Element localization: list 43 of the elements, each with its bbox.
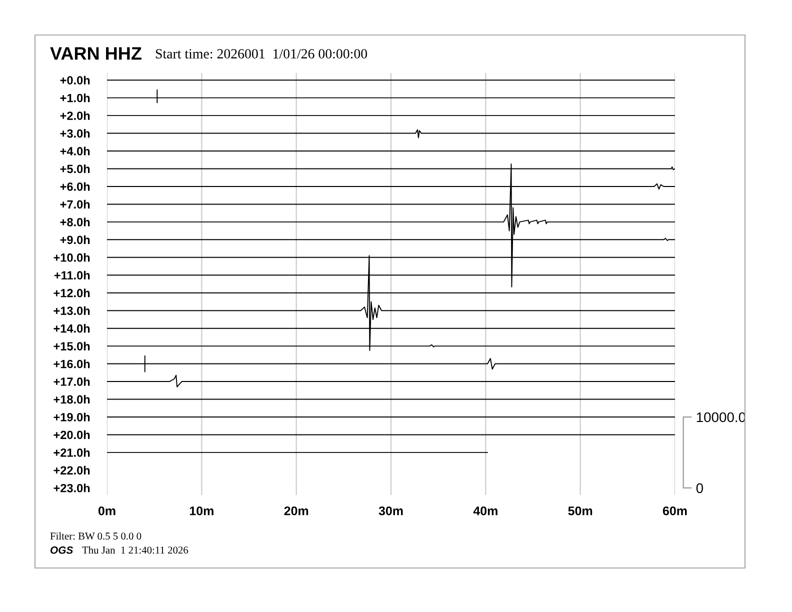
x-tick-label: 50m [568, 506, 592, 516]
x-tick-label: 40m [473, 506, 498, 516]
y-tick-label: +17.0h [54, 377, 90, 386]
y-tick-label: +20.0h [54, 430, 90, 440]
y-tick-label: +19.0h [54, 412, 90, 422]
y-tick-label: +0.0h [60, 76, 90, 84]
line-series [107, 255, 675, 351]
chart-title: VARN HHZ [50, 47, 142, 60]
y-tick-label: +4.0h [60, 146, 90, 156]
y-tick-label: +6.0h [60, 182, 90, 191]
line-series [107, 374, 675, 388]
y-tick-label: +5.0h [60, 164, 90, 174]
text: OGS [50, 546, 74, 554]
y-tick-label: +7.0h [60, 200, 90, 209]
y-tick-label: +10.0h [54, 253, 90, 262]
y-tick-label: +22.0h [54, 466, 90, 475]
line-series [107, 355, 675, 372]
y2-tick-label: 0 [696, 483, 704, 494]
y-tick-label: +13.0h [54, 306, 90, 316]
y2-tick-label: 10000.0 [696, 412, 746, 422]
x-tick-label: 60m [662, 506, 687, 516]
chart-subtitle: Start time: 2026001 1/01/26 00:00:00 [156, 49, 368, 59]
x-tick-label: 30m [378, 506, 403, 516]
y-tick-label: +21.0h [54, 448, 90, 457]
x-tick-label: 20m [284, 506, 308, 516]
y-tick-label: +1.0h [60, 94, 90, 102]
text: Filter: BW 0.5 5 0.0 0 [50, 532, 142, 540]
line-series [107, 129, 675, 138]
x-tick-label: 10m [190, 506, 214, 516]
line-series [107, 163, 675, 288]
x-tick-label: 0m [98, 506, 116, 516]
y-tick-label: +14.0h [54, 324, 90, 333]
text: Thu Jan 1 21:40:11 2026 [82, 546, 188, 554]
y-tick-label: +3.0h [60, 129, 90, 138]
y-tick-label: +23.0h [54, 484, 90, 492]
y-tick-label: +16.0h [54, 360, 90, 368]
y-tick-label: +9.0h [60, 235, 90, 244]
y-tick-label: +15.0h [54, 342, 90, 350]
y-tick-label: +2.0h [60, 111, 90, 120]
y-tick-label: +12.0h [54, 288, 90, 298]
y-tick-label: +8.0h [60, 218, 90, 226]
y-tick-label: +11.0h [54, 270, 90, 280]
y-tick-label: +18.0h [54, 394, 90, 404]
